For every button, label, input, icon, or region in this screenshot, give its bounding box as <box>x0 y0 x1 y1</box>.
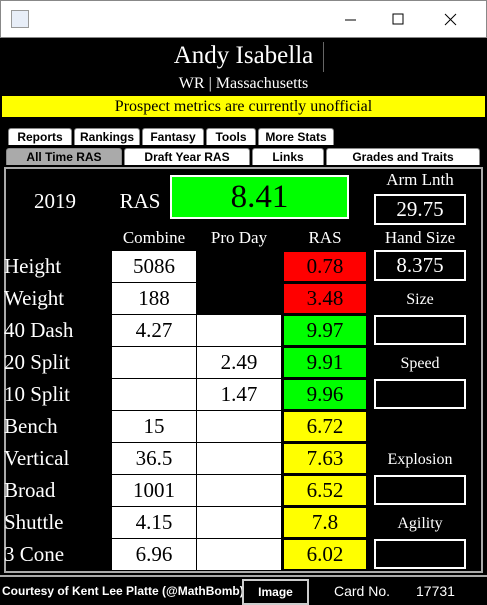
ras-cell: 6.72 <box>283 411 367 442</box>
group-label: Speed <box>400 355 440 372</box>
ras-label: RAS <box>119 188 161 213</box>
row-label: 40 Dash <box>4 318 74 342</box>
row-label: Weight <box>4 286 65 310</box>
row-label: Shuttle <box>4 510 64 534</box>
row-label: Vertical <box>4 446 70 470</box>
tab[interactable]: Tools <box>206 128 256 145</box>
ras-cell: 7.8 <box>283 507 367 538</box>
player-subtitle: WR | Massachusetts <box>178 75 309 92</box>
pro-day-cell <box>197 315 281 346</box>
combine-cell: 4.15 <box>112 507 196 538</box>
pro-day-cell: 2.49 <box>197 347 281 378</box>
tab[interactable]: All Time RAS <box>6 148 122 165</box>
banner: Prospect metrics are currently unofficia… <box>2 96 485 117</box>
app-icon <box>11 10 29 28</box>
combine-cell: 5086 <box>112 251 196 282</box>
ras-cell: 9.97 <box>283 315 367 346</box>
player-name: Andy Isabella <box>173 42 314 69</box>
pro-day-cell: 1.47 <box>197 379 281 410</box>
tab[interactable]: More Stats <box>258 128 334 145</box>
pro-day-cell <box>197 251 281 282</box>
ras-cell: 6.52 <box>283 475 367 506</box>
stats-panel <box>4 167 483 573</box>
ras-cell: 7.63 <box>283 443 367 474</box>
tab[interactable]: Draft Year RAS <box>124 148 250 165</box>
ras-cell: 9.91 <box>283 347 367 378</box>
combine-cell: 15 <box>112 411 196 442</box>
column-header: Combine <box>122 228 186 247</box>
year: 2019 <box>34 188 76 213</box>
pro-day-cell <box>197 475 281 506</box>
combine-cell <box>112 379 196 410</box>
row-label: Bench <box>4 414 58 438</box>
combine-cell: 36.5 <box>112 443 196 474</box>
window-controls[interactable] <box>331 9 481 31</box>
maximize[interactable] <box>392 13 404 25</box>
group-box <box>374 315 466 345</box>
combine-cell <box>112 347 196 378</box>
column-header: Pro Day <box>210 228 268 247</box>
pro-day-cell <box>197 443 281 474</box>
tab[interactable]: Reports <box>8 128 72 145</box>
pro-day-cell <box>197 507 281 538</box>
group-label: Explosion <box>387 451 453 468</box>
ras-cell: 6.02 <box>283 539 367 570</box>
row-label: 20 Split <box>4 350 70 374</box>
overall-ras: 8.41 <box>170 175 349 219</box>
ras-cell: 9.96 <box>283 379 367 410</box>
pro-day-cell <box>197 539 281 570</box>
group-label: Size <box>406 291 434 308</box>
combine-cell: 4.27 <box>112 315 196 346</box>
arm-label: Arm Lnth <box>386 170 454 189</box>
group-label: Agility <box>397 515 443 532</box>
divider <box>323 42 324 72</box>
row-label: 3 Cone <box>4 542 65 566</box>
tab[interactable]: Rankings <box>74 128 140 145</box>
combine-cell: 6.96 <box>112 539 196 570</box>
row-label: Height <box>4 254 62 278</box>
pro-day-cell <box>197 283 281 314</box>
row-label: 10 Split <box>4 382 70 406</box>
combine-cell: 1001 <box>112 475 196 506</box>
group-box <box>374 475 466 505</box>
arm-value: 29.75 <box>374 194 466 225</box>
ras-cell: 3.48 <box>283 283 367 314</box>
hand-label: Hand Size <box>384 228 456 247</box>
column-header: RAS <box>308 228 342 247</box>
tab[interactable]: Fantasy <box>142 128 204 145</box>
card-number: 17731 <box>416 583 455 599</box>
hand-value: 8.375 <box>374 250 466 281</box>
combine-cell: 188 <box>112 283 196 314</box>
credit: Courtesy of Kent Lee Platte (@MathBomb) <box>2 584 244 598</box>
footer: Courtesy of Kent Lee Platte (@MathBomb) … <box>0 575 487 605</box>
ras-cell: 0.78 <box>283 251 367 282</box>
tab[interactable]: Grades and Traits <box>326 148 480 165</box>
group-box <box>374 539 466 569</box>
image-button[interactable]: Image <box>242 579 309 605</box>
close[interactable] <box>444 13 457 26</box>
title-bar <box>0 0 487 38</box>
row-label: Broad <box>4 478 56 502</box>
pro-day-cell <box>197 411 281 442</box>
group-box <box>374 379 466 409</box>
card-label: Card No. <box>334 583 391 599</box>
tab[interactable]: Links <box>252 148 324 165</box>
